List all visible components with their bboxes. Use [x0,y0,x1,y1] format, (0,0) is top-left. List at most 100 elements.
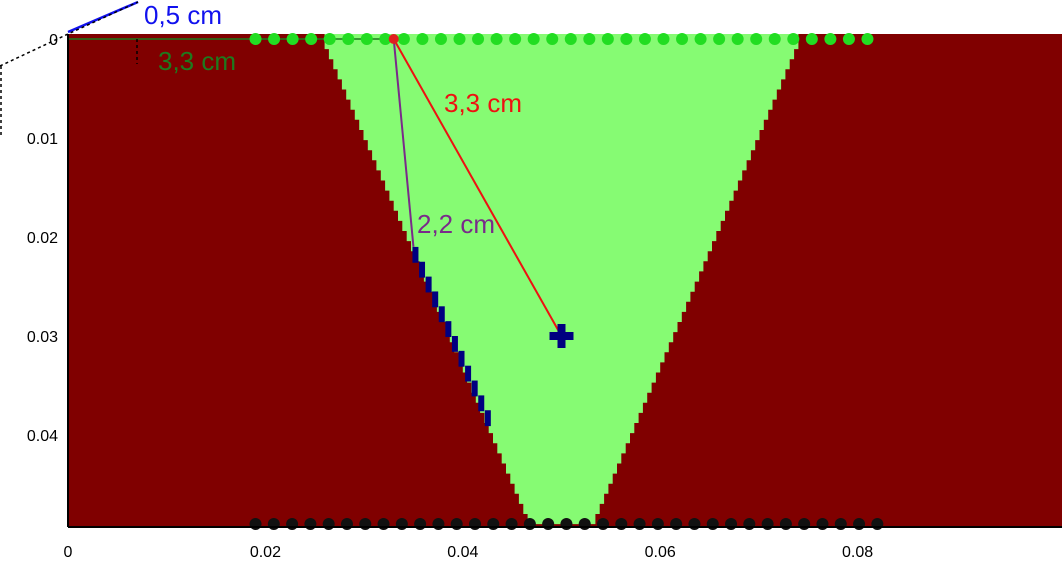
top-receiver-point [305,33,318,45]
boundary-cell [458,350,465,367]
bottom-receiver-point [523,518,536,530]
bottom-receiver-point [779,518,792,530]
boundary-cell [451,336,458,352]
y-tick-label: 0.04 [27,428,58,445]
top-receiver-point [434,33,447,45]
bottom-receiver-point [816,518,829,530]
y-tick-label: 0 [49,32,58,49]
top-receiver-point [601,33,614,45]
boundary-cell [471,380,478,397]
top-receiver-point [527,33,540,45]
y-tick-label: 0.03 [27,329,58,346]
top-receiver-point [842,33,855,45]
bottom-receiver-point [633,518,646,530]
top-receiver-point [546,33,559,45]
top-receiver-point [583,33,596,45]
top-receiver-point [824,33,837,45]
bottom-receiver-point [267,518,280,530]
plot-area [68,34,1062,527]
top-receiver-point [286,33,299,45]
boundary-cell [425,276,432,293]
bottom-receiver-point [505,518,518,530]
bottom-receiver-point [468,518,481,530]
x-tick-label: 0 [64,544,73,561]
top-receiver-point [509,33,522,45]
bottom-receiver-point [487,518,500,530]
top-receiver-point [861,33,874,45]
bottom-receiver-point [578,518,591,530]
bottom-receiver-point [651,518,664,530]
bottom-receiver-point [249,518,262,530]
top-receiver-point [620,33,633,45]
top-receiver-point [360,33,373,45]
target-point [549,324,574,348]
y-tick-label: 0.01 [27,131,58,148]
bottom-receiver-point [395,518,408,530]
bottom-receiver-point [706,518,719,530]
top-receiver-point [731,33,744,45]
bottom-receiver-point [670,518,683,530]
boundary-cell [432,291,439,308]
bottom-receiver-point [761,518,774,530]
bottom-receiver-point [304,518,317,530]
x-tick-label: 0.08 [842,544,873,561]
axes: 0 0.02 0.04 0.06 0.08 0 0.01 0.02 0.03 0.04 [27,32,1062,561]
distance-line-purple [392,38,415,247]
bottom-receiver-point [560,518,573,530]
bottom-receiver-point [743,518,756,530]
bottom-receiver-point [286,518,299,530]
top-receiver-point [713,33,726,45]
source-point [388,34,399,44]
y-tick-label: 0.02 [27,230,58,247]
top-receiver-point [805,33,818,45]
bottom-receiver-point [340,518,353,530]
annotation-0-5cm: 0,5 cm [144,0,222,30]
top-receiver-point [379,33,392,45]
bottom-receiver-point [414,518,427,530]
distance-line-red [392,38,563,337]
top-receiver-point [342,33,355,45]
annotation-3-3cm-green: 3,3 cm [158,46,236,76]
top-receiver-point [323,33,336,45]
boundary-cell [445,321,452,337]
top-receiver-point [768,33,781,45]
x-tick-label: 0.06 [645,544,676,561]
boundary-cell [465,365,472,382]
bottom-receiver-point [834,518,847,530]
boundary-cell [412,246,419,263]
top-receiver-point [750,33,763,45]
boundary-cell [484,410,491,427]
bottom-receiver-point [542,518,555,530]
top-receiver-point [416,33,429,45]
bottom-receiver-point [450,518,463,530]
top-receiver-point [564,33,577,45]
top-receiver-point [268,33,281,45]
bottom-receiver-point [725,518,738,530]
top-receiver-point [397,33,410,45]
x-tick-label: 0.04 [447,544,478,561]
bottom-receiver-point [359,518,372,530]
top-receiver-point [694,33,707,45]
top-receiver-point [490,33,503,45]
top-receiver-point [638,33,651,45]
bottom-receiver-point [322,518,335,530]
bottom-receiver-point [377,518,390,530]
boundary-cell [419,261,426,278]
boundary-cell [438,306,445,323]
top-receiver-point [657,33,670,45]
bottom-receiver-point [798,518,811,530]
annotation-3-3cm-red: 3,3 cm [444,88,522,118]
annotation-2-2cm: 2,2 cm [417,209,495,239]
top-receiver-point [472,33,485,45]
bottom-receiver-point [432,518,445,530]
v-shaped-region [324,34,799,525]
bottom-receiver-point [597,518,610,530]
bottom-receiver-point [688,518,701,530]
top-receiver-point [676,33,689,45]
boundary-cell [478,395,485,412]
x-tick-label: 0.02 [250,544,281,561]
top-receiver-point [787,33,800,45]
bottom-receiver-point [871,518,884,530]
top-receiver-point [249,33,262,45]
